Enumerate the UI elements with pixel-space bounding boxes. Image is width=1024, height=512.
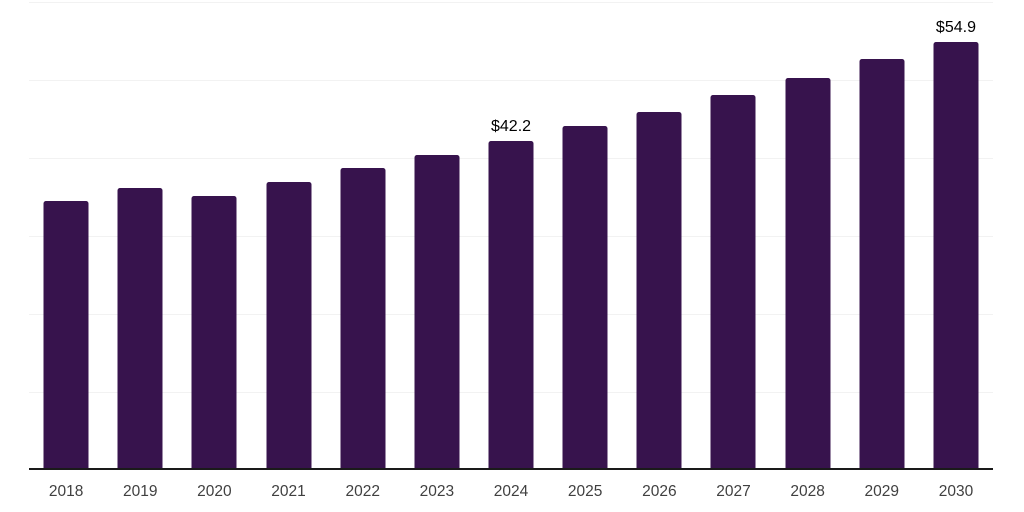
bar-2029 [859,58,905,470]
x-tick-label-2018: 2018 [48,483,84,500]
data-label-2030: $54.9 [935,18,976,36]
x-tick-label-2021: 2021 [271,483,306,500]
bar-2020 [191,196,237,470]
bar-2030 [933,41,979,470]
x-tick-label-2019: 2019 [122,483,158,500]
bar-slot-2019 [103,2,177,470]
bar-slot-2018 [29,2,103,470]
bar-2025 [562,126,608,470]
bar-slot-2023 [400,2,474,470]
bar-2019 [117,187,163,470]
bar-slot-2029 [845,2,919,470]
gridline-60 [29,2,993,3]
x-axis-labels: 2018 2019 2020 2021 2022 2023 2024 2025 2026 2027… [29,484,993,500]
x-axis-line [29,468,993,470]
x-tick-label-2025: 2025 [567,483,603,500]
bar-slot-2030: $54.9 [919,2,993,470]
bar-2026 [636,111,682,470]
x-tick-label-2020: 2020 [197,483,232,500]
bar-2024 [488,140,534,470]
bar-2022 [340,168,386,470]
x-tick-label-2023: 2023 [419,483,455,500]
bar-2021 [266,182,312,470]
bar-slot-2027 [696,2,770,470]
x-tick-label-2027: 2027 [716,483,751,500]
bar-slot-2021 [251,2,325,470]
x-tick-label-2022: 2022 [345,483,380,500]
x-tick-label-2029: 2029 [864,483,900,500]
plot-area: $42.2 $54.9 [29,2,993,470]
bar-2018 [43,200,89,470]
data-label-2024: $42.2 [490,117,532,135]
bar-slot-2026 [622,2,696,470]
x-tick-label-2030: 2030 [938,483,974,500]
bar-series: $42.2 $54.9 [29,2,993,470]
bar-2027 [710,94,756,470]
gridline-50 [29,79,993,81]
bar-slot-2025 [548,2,622,470]
bar-slot-2028 [771,2,845,470]
bar-slot-2020 [177,2,251,470]
x-tick-label-2026: 2026 [642,483,677,500]
bar-2028 [785,77,831,470]
bar-slot-2024: $42.2 [474,2,548,470]
bar-slot-2022 [326,2,400,470]
bar-2023 [414,154,460,470]
x-tick-label-2024: 2024 [493,483,529,500]
x-tick-label-2028: 2028 [790,483,825,500]
